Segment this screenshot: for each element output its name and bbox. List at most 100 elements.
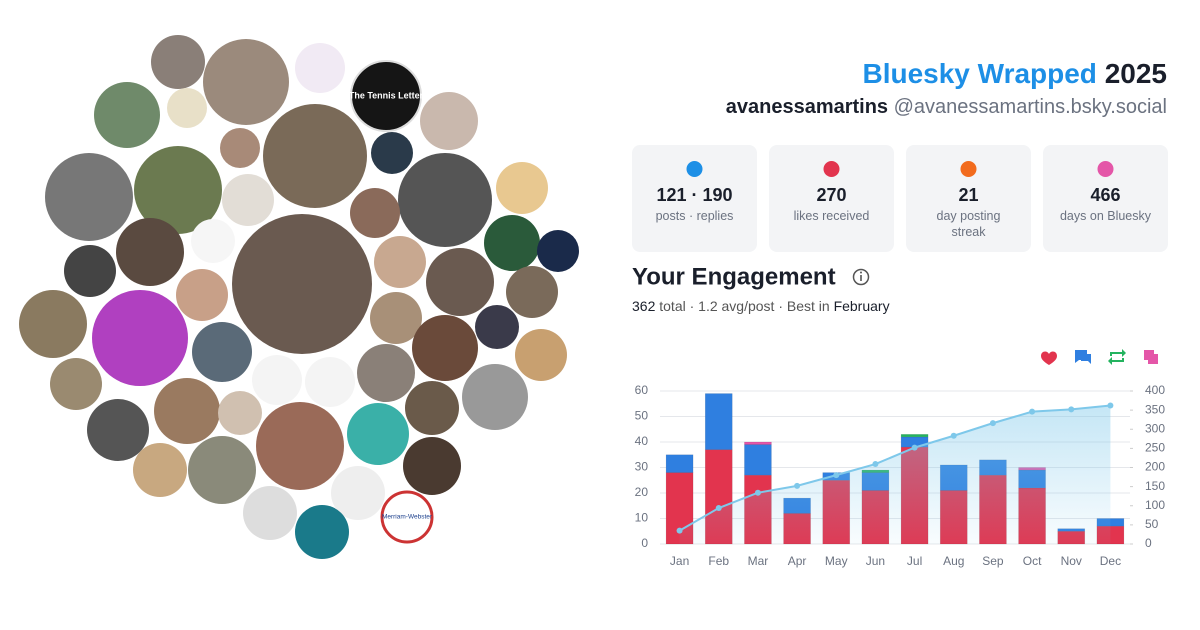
y-tick-label: 10: [635, 511, 649, 525]
avatar: [191, 219, 235, 263]
avatar: [370, 292, 422, 344]
avatar: [405, 381, 459, 435]
x-tick-label: Jan: [670, 554, 689, 568]
stat-icon: [823, 161, 840, 177]
bar-segment: [665, 454, 694, 473]
avatar: [350, 60, 422, 132]
avatar: [537, 230, 579, 272]
x-tick-label: Jul: [907, 554, 922, 568]
avatar: [506, 266, 558, 318]
section-title: Your Engagement: [632, 263, 836, 290]
avatar: [133, 443, 187, 497]
avatar: [243, 486, 297, 540]
bar-segment: [744, 441, 772, 445]
y2-tick-label: 400: [1145, 383, 1165, 397]
stat-icon: [686, 161, 703, 177]
line-point: [911, 444, 918, 451]
avatar: [167, 88, 207, 128]
stat-label: days on Bluesky: [1060, 209, 1152, 223]
x-tick-label: Apr: [788, 554, 807, 568]
stat-card: [632, 145, 757, 252]
bar-segment: [704, 393, 733, 450]
y-tick-label: 40: [635, 434, 649, 448]
x-tick-label: Oct: [1023, 554, 1042, 568]
avatar: [357, 344, 415, 402]
avatar: [331, 466, 385, 520]
avatar: [412, 315, 478, 381]
y-tick-label: 60: [635, 383, 649, 397]
y2-tick-label: 300: [1145, 421, 1165, 435]
avatar: [192, 322, 252, 382]
avatar: [134, 146, 222, 234]
x-tick-label: Mar: [748, 554, 769, 568]
stat-value: 270: [816, 185, 846, 205]
avatar: [218, 391, 262, 435]
x-tick-label: Feb: [708, 554, 729, 568]
y-tick-label: 0: [641, 536, 648, 550]
x-tick-label: Jun: [866, 554, 885, 568]
y2-tick-label: 150: [1145, 479, 1165, 493]
avatar: [263, 104, 367, 208]
avatar: [154, 378, 220, 444]
avatar: [220, 128, 260, 168]
avatar: [475, 305, 519, 349]
avatar: [176, 269, 228, 321]
line-point: [833, 472, 840, 479]
handle: @avanessamartins.bsky.social: [894, 96, 1167, 118]
stat-value: 121 · 190: [656, 185, 732, 205]
avatar: [515, 329, 567, 381]
stat-cards: 121 · 190 posts · replies 270 likes receive…: [632, 145, 1168, 252]
stat-value: 466: [1090, 185, 1120, 205]
summary-total: 362: [632, 298, 656, 314]
avatar-text: Merriam-Webster: [382, 514, 433, 521]
avatar: [64, 245, 116, 297]
summary-text: total · 1.2 avg/post · Best in: [659, 298, 829, 314]
engagement-chart: 0 10 20 30 40 50 60 0 50 100 150 200 250 300 350 400 Jan…: [635, 349, 1165, 568]
stat-label: day posting streak: [937, 209, 1001, 239]
avatar: [256, 402, 344, 490]
display-name: avanessamartins: [726, 96, 888, 118]
avatar: [203, 39, 289, 125]
avatar: [222, 174, 274, 226]
summary: 362 total · 1.2 avg/post · Best in Febru…: [632, 298, 890, 314]
avatar: [305, 357, 355, 407]
stat-value: 21: [958, 185, 978, 205]
y2-tick-label: 100: [1145, 498, 1165, 512]
line-point: [1068, 406, 1075, 413]
y2-tick-label: 250: [1145, 441, 1165, 455]
avatar: [19, 290, 87, 358]
line-area: [679, 405, 1111, 544]
avatar: [45, 153, 133, 241]
stat-card: [906, 145, 1031, 252]
avatar: [374, 236, 426, 288]
y2-tick-label: 0: [1145, 536, 1152, 550]
line-point: [754, 489, 761, 496]
avatar: [87, 399, 149, 461]
avatar: [50, 358, 102, 410]
y-tick-label: 30: [635, 460, 649, 474]
line-point: [1107, 402, 1114, 409]
avatar-text: The Tennis Letter: [349, 90, 424, 100]
y2-tick-label: 200: [1145, 460, 1165, 474]
x-tick-label: Sep: [982, 554, 1004, 568]
legend-icon: [1075, 350, 1091, 364]
user: avanessamartins @avanessamartins.bsky.so…: [726, 96, 1167, 118]
line-point: [1029, 408, 1036, 415]
title-text: Bluesky Wrapped: [862, 58, 1096, 89]
stat-label: posts · replies: [656, 209, 734, 223]
avatar: [252, 355, 302, 405]
y-tick-label: 50: [635, 409, 649, 423]
stat-card: [1043, 145, 1168, 252]
line-point: [715, 505, 722, 512]
avatar: [116, 218, 184, 286]
avatar: [94, 82, 160, 148]
avatar: [92, 290, 188, 386]
avatar: [371, 132, 413, 174]
avatar: [151, 35, 205, 89]
line-point: [950, 432, 957, 439]
line: [679, 404, 1111, 532]
avatar: [462, 364, 528, 430]
y-tick-label: 20: [635, 485, 649, 499]
